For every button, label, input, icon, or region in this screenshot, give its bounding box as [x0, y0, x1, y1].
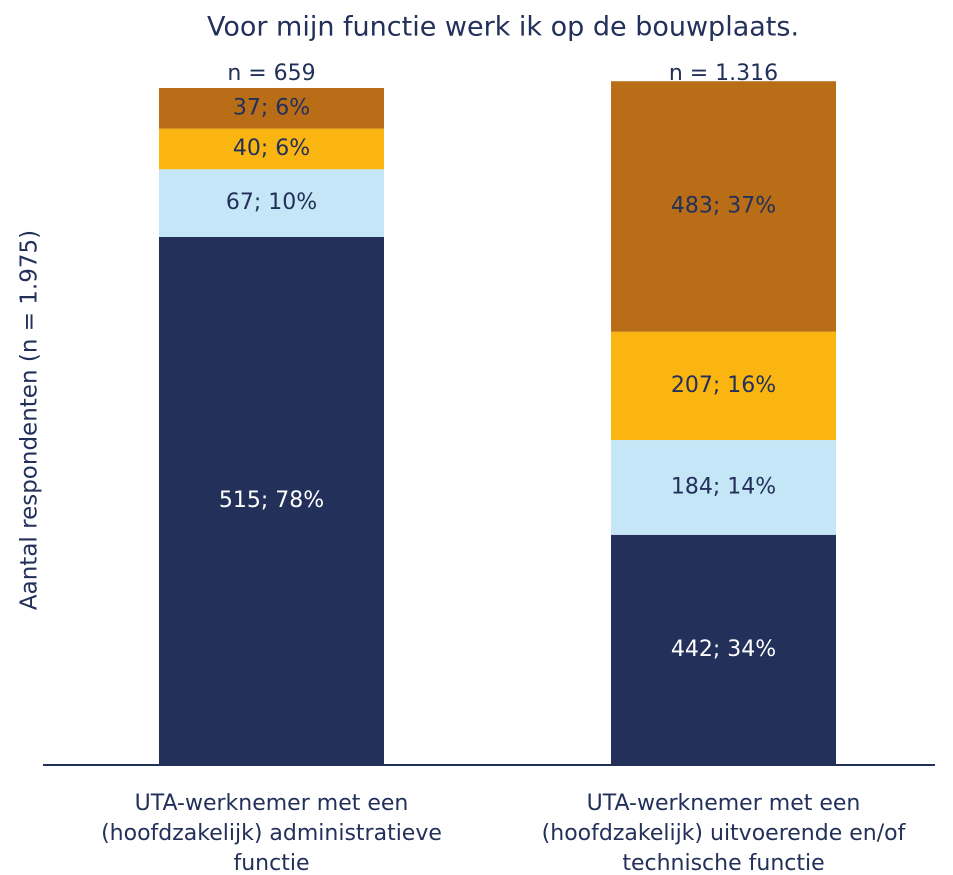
bar-segment: [611, 331, 836, 441]
chart-title: Voor mijn functie werk ik op de bouwplaa…: [207, 12, 799, 43]
data-label: 515; 78%: [219, 488, 324, 513]
x-tick-label-line: functie: [233, 851, 309, 875]
bar-segment: [159, 88, 384, 129]
y-axis-label: Aantal respondenten (n = 1.975): [17, 230, 43, 610]
bar-segment: [159, 128, 384, 170]
bar-segment: [611, 440, 836, 535]
x-tick-label-line: technische functie: [622, 851, 824, 875]
x-tick-label-line: UTA-werknemer met een: [587, 791, 861, 816]
x-tick-label: UTA-werknemer met een (hoofdzakelijk) uit…: [542, 791, 907, 875]
x-tick-label: UTA-werknemer met een (hoofdzakelijk) adm…: [101, 791, 442, 875]
bar-segment: [159, 236, 384, 765]
data-label: 483; 37%: [671, 193, 776, 218]
x-tick-label-line: (hoofdzakelijk) administratieve: [101, 821, 442, 846]
data-label: 442; 34%: [671, 637, 776, 662]
bar-segment: [159, 169, 384, 237]
x-tick-label-line: UTA-werknemer met een: [135, 791, 409, 816]
x-tick-label-line: (hoofdzakelijk) uitvoerende en/of: [542, 821, 907, 846]
bar-segment: [611, 81, 836, 332]
bar-segment: [611, 534, 836, 765]
data-label: 184; 14%: [671, 474, 776, 499]
data-label: 67; 10%: [226, 190, 317, 215]
data-label: 37; 6%: [233, 95, 310, 120]
data-label: 207; 16%: [671, 373, 776, 398]
bar-total-label: n = 1.316: [669, 61, 778, 86]
bar-total-label: n = 659: [227, 61, 315, 86]
data-label: 40; 6%: [233, 136, 310, 161]
